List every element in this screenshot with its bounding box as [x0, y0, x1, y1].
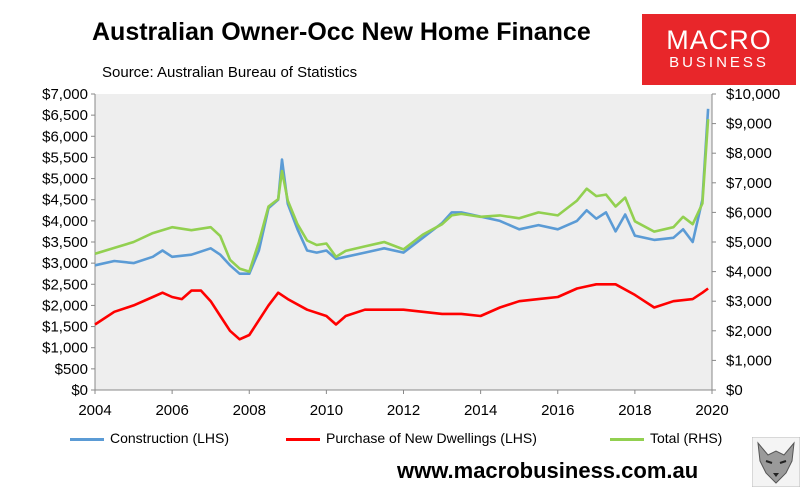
x-tick-label: 2008	[233, 402, 266, 419]
x-tick-label: 2010	[310, 402, 343, 419]
y-left-tick-label: $6,000	[42, 128, 88, 145]
legend: Construction (LHS) Purchase of New Dwell…	[70, 430, 770, 450]
y-right-tick-label: $8,000	[726, 145, 772, 162]
legend-swatch-purchase	[286, 437, 320, 441]
y-right-tick-label: $6,000	[726, 204, 772, 221]
y-right-tick-label: $10,000	[726, 86, 780, 103]
x-tick-label: 2006	[155, 402, 188, 419]
x-tick-label: 2014	[464, 402, 497, 419]
y-right-tick-label: $5,000	[726, 234, 772, 251]
x-tick-label: 2004	[78, 402, 111, 419]
series-line-total	[94, 119, 710, 273]
y-left-tick-label: $5,500	[42, 149, 88, 166]
footer-url: www.macrobusiness.com.au	[397, 458, 699, 483]
logo-line-2: BUSINESS	[669, 54, 769, 71]
legend-label-total: Total (RHS)	[650, 430, 723, 446]
y-right-tick-label: $2,000	[726, 323, 772, 340]
y-right-tick-label: $3,000	[726, 293, 772, 310]
legend-item-construction: Construction (LHS)	[70, 430, 229, 446]
y-right-tick-label: $9,000	[726, 116, 772, 133]
y-left-tick-label: $0	[71, 382, 88, 399]
plot-area	[95, 94, 712, 390]
y-left-tick-label: $1,000	[42, 340, 88, 357]
x-tick-label: 2016	[541, 402, 574, 419]
y-left-tick-label: $2,000	[42, 297, 88, 314]
y-left-tick-label: $1,500	[42, 319, 88, 336]
y-left-tick-label: $500	[55, 361, 88, 378]
legend-label-construction: Construction (LHS)	[110, 430, 230, 446]
x-tick-label: 2020	[695, 402, 728, 419]
y-left-tick-label: $4,500	[42, 192, 88, 209]
y-left-tick-label: $7,000	[42, 86, 88, 103]
y-left-tick-label: $5,000	[42, 171, 88, 188]
logo-line-1: MACRO	[666, 25, 772, 55]
series-line-purchase	[94, 282, 709, 341]
legend-swatch-construction	[70, 437, 104, 441]
legend-swatch-total	[610, 437, 644, 441]
chart-source: Source: Australian Bureau of Statistics	[102, 64, 358, 81]
legend-item-total: Total (RHS)	[610, 430, 722, 446]
y-left-tick-label: $6,500	[42, 107, 88, 124]
y-left-tick-label: $2,500	[42, 276, 88, 293]
wolf-logo-icon	[752, 437, 800, 487]
x-tick-label: 2012	[387, 402, 420, 419]
line-chart: $0 $500 $1,000 $1,500 $2,000 $2,500 $3,000 $3,5…	[42, 86, 780, 419]
y-right-tick-label: $1,000	[726, 352, 772, 369]
chart-title: Australian Owner-Occ New Home Finance	[92, 18, 591, 46]
y-left-tick-label: $3,500	[42, 234, 88, 251]
y-left-tick-label: $4,000	[42, 213, 88, 230]
y-right-tick-label: $0	[726, 382, 743, 399]
legend-item-purchase: Purchase of New Dwellings (LHS)	[286, 430, 537, 446]
macrobusiness-logo: MACRO BUSINESS	[642, 14, 796, 85]
x-tick-label: 2018	[618, 402, 651, 419]
series-line-construction	[94, 108, 710, 276]
y-right-tick-label: $7,000	[726, 175, 772, 192]
y-right-tick-label: $4,000	[726, 264, 772, 281]
legend-label-purchase: Purchase of New Dwellings (LHS)	[326, 430, 537, 446]
y-left-tick-label: $3,000	[42, 255, 88, 272]
